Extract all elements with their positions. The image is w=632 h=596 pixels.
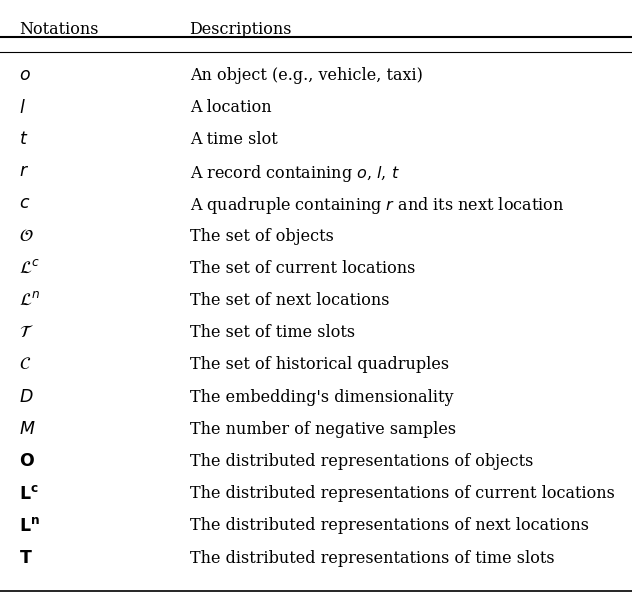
Text: $t$: $t$ <box>19 131 28 148</box>
Text: $l$: $l$ <box>19 99 26 117</box>
Text: $\mathbf{L^n}$: $\mathbf{L^n}$ <box>19 517 40 535</box>
Text: The distributed representations of next locations: The distributed representations of next … <box>190 517 588 535</box>
Text: A time slot: A time slot <box>190 131 277 148</box>
Text: The set of historical quadruples: The set of historical quadruples <box>190 356 449 374</box>
Text: $c$: $c$ <box>19 195 30 213</box>
Text: Notations: Notations <box>19 21 99 38</box>
Text: $\mathbf{T}$: $\mathbf{T}$ <box>19 550 33 567</box>
Text: A record containing $o$, $l$, $t$: A record containing $o$, $l$, $t$ <box>190 163 399 184</box>
Text: $\mathbf{L^c}$: $\mathbf{L^c}$ <box>19 485 39 503</box>
Text: $\mathcal{O}$: $\mathcal{O}$ <box>19 228 33 245</box>
Text: Descriptions: Descriptions <box>190 21 292 38</box>
Text: A location: A location <box>190 99 271 116</box>
Text: $M$: $M$ <box>19 421 35 438</box>
Text: $o$: $o$ <box>19 67 31 84</box>
Text: $\mathbf{O}$: $\mathbf{O}$ <box>19 453 35 470</box>
Text: $\mathcal{L}^c$: $\mathcal{L}^c$ <box>19 260 40 277</box>
Text: The number of negative samples: The number of negative samples <box>190 421 456 438</box>
Text: The set of current locations: The set of current locations <box>190 260 415 277</box>
Text: $D$: $D$ <box>19 389 33 406</box>
Text: $r$: $r$ <box>19 163 29 181</box>
Text: $\mathcal{T}$: $\mathcal{T}$ <box>19 324 33 342</box>
Text: The distributed representations of current locations: The distributed representations of curre… <box>190 485 614 502</box>
Text: $\mathcal{L}^n$: $\mathcal{L}^n$ <box>19 292 40 309</box>
Text: The set of next locations: The set of next locations <box>190 292 389 309</box>
Text: The embedding's dimensionality: The embedding's dimensionality <box>190 389 453 406</box>
Text: An object (e.g., vehicle, taxi): An object (e.g., vehicle, taxi) <box>190 67 422 84</box>
Text: The set of objects: The set of objects <box>190 228 334 245</box>
Text: The distributed representations of objects: The distributed representations of objec… <box>190 453 533 470</box>
Text: The set of time slots: The set of time slots <box>190 324 355 342</box>
Text: $\mathcal{C}$: $\mathcal{C}$ <box>19 356 31 374</box>
Text: The distributed representations of time slots: The distributed representations of time … <box>190 550 554 567</box>
Text: A quadruple containing $r$ and its next location: A quadruple containing $r$ and its next … <box>190 195 564 216</box>
